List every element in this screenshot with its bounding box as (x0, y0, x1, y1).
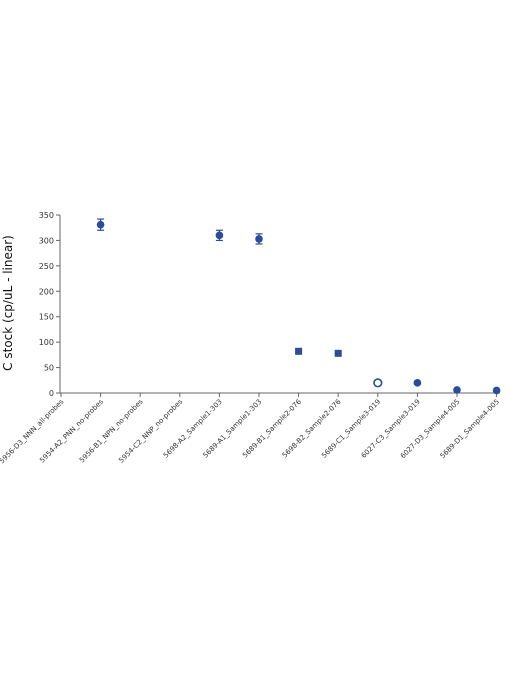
data-point-square (334, 349, 342, 357)
data-point-circle (492, 386, 501, 395)
data-point-circle (413, 379, 422, 387)
y-tick-label: 350 (39, 211, 54, 220)
y-axis-title: C stock (cp/uL - linear) (1, 235, 15, 371)
y-tick-label: 50 (44, 364, 54, 373)
x-tick-label: 5956-B1_NPN_no-probes (78, 398, 145, 465)
y-tick-label: 150 (39, 313, 54, 322)
y-tick-label: 100 (39, 338, 54, 347)
data-point-circle (255, 235, 263, 243)
y-axis: 0 50 100 150 200 250 300 350 (39, 211, 61, 398)
data-point-circle (215, 231, 224, 240)
y-tick-label: 200 (39, 287, 54, 296)
data-point-circle (453, 386, 461, 394)
data-point-open-circle (373, 378, 383, 388)
x-tick-label: 5954-C2_NNP_no-probes (117, 398, 184, 465)
data-point-square (295, 347, 303, 355)
data-points (96, 218, 501, 395)
x-tick-label: 5956-D3_NNN_all-probes (0, 398, 66, 466)
y-tick-label: 250 (39, 262, 54, 271)
x-axis: 5956-D3_NNN_all-probes5954-A2_PNN_no-pro… (0, 392, 501, 466)
y-tick-label: 300 (39, 236, 54, 245)
x-tick-label: 5954-A2_PNN_no-probes (38, 398, 105, 465)
y-tick-label: 0 (49, 389, 54, 398)
data-point-circle (96, 220, 105, 229)
